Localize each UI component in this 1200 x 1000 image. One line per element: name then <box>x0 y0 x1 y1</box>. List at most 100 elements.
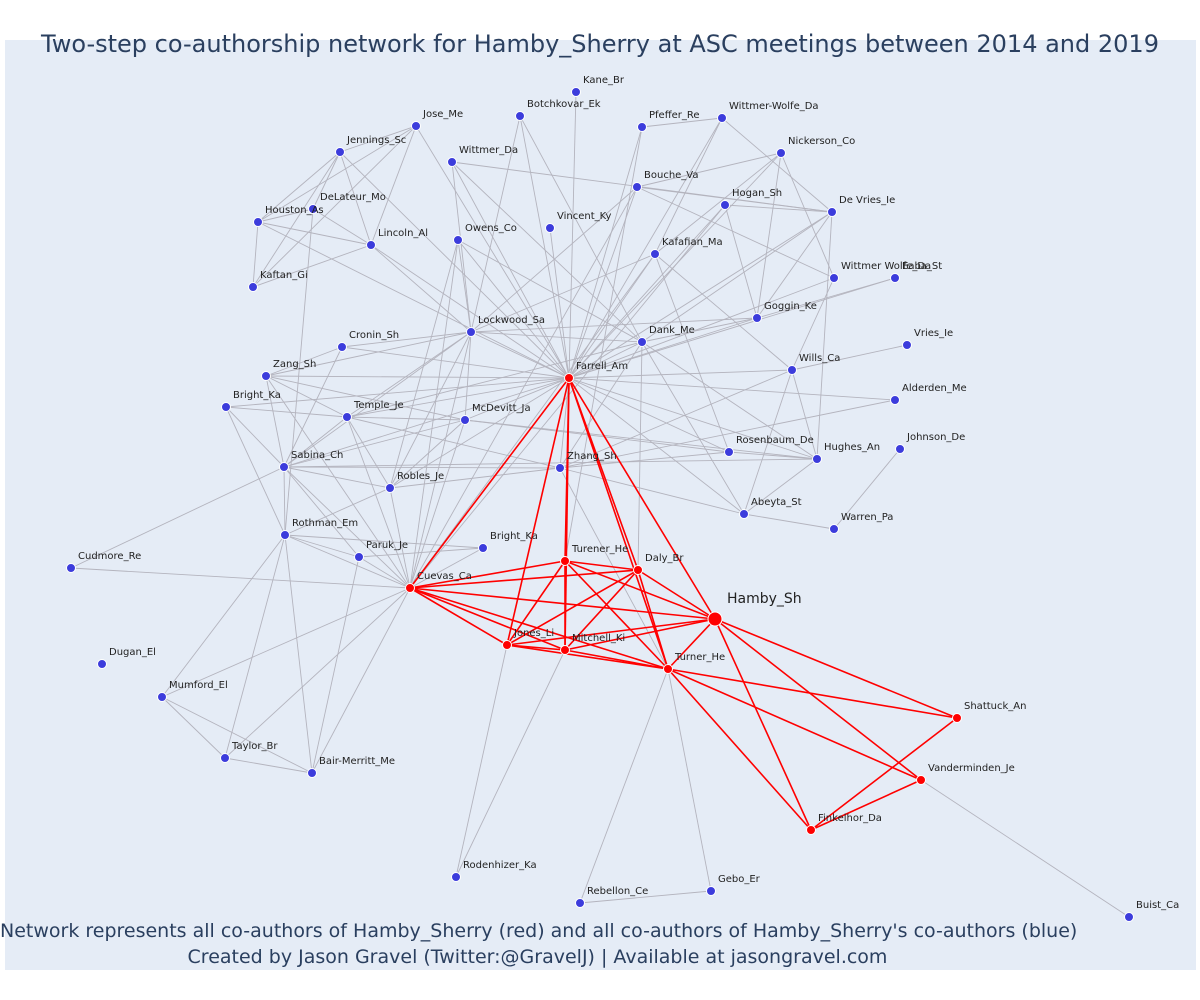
node-pfeffer-re[interactable] <box>637 122 647 132</box>
node-rodenhizer-ka[interactable] <box>451 872 461 882</box>
node-houston-as[interactable] <box>253 217 263 227</box>
node-de-vries-ie[interactable] <box>827 207 837 217</box>
gray-edge-lockwood-sa-cronin-sh <box>341 331 472 348</box>
gray-edge-bright-ka-top-rothman-em <box>225 406 286 536</box>
node-label-jones-li: Jones_Li <box>513 628 554 639</box>
node-farrell-am[interactable] <box>564 373 574 383</box>
node-johnson-de[interactable] <box>895 444 905 454</box>
node-sabina-ch[interactable] <box>279 462 289 472</box>
node-label-owens-co: Owens_Co <box>465 223 517 234</box>
node-delateur-mo[interactable] <box>308 204 318 214</box>
gray-edge-kafafian-ma-lockwood-sa <box>470 253 656 333</box>
node-vries-ie[interactable] <box>902 340 912 350</box>
node-jose-me[interactable] <box>411 121 421 131</box>
node-owens-co[interactable] <box>453 235 463 245</box>
node-daly-br[interactable] <box>633 565 643 575</box>
red-edge-turner-he-shattuck-an <box>667 668 958 719</box>
node-wittmer-da[interactable] <box>447 157 457 167</box>
node-buist-ca[interactable] <box>1124 912 1134 922</box>
gray-edge-farrell-am-goggin-ke <box>568 317 758 379</box>
node-wittmer-wolfe-da[interactable] <box>717 113 727 123</box>
gray-edge-farrell-am-rosenbaum-de <box>568 377 730 453</box>
node-turener-he[interactable] <box>560 556 570 566</box>
node-warren-pa[interactable] <box>829 524 839 534</box>
red-edge-farrell-am-jones-li <box>506 377 570 646</box>
gray-edge-cronin-sh-sabina-ch <box>283 346 343 468</box>
node-bright-ka-top[interactable] <box>221 402 231 412</box>
node-wittmer-wolfe-da[interactable] <box>829 273 839 283</box>
gray-edge-farrell-am-lincoln-al <box>370 244 570 379</box>
node-lockwood-sa[interactable] <box>466 327 476 337</box>
node-mcdevitt-ja[interactable] <box>460 415 470 425</box>
caption-line-1: Network represents all co-authors of Ham… <box>0 920 1078 942</box>
gray-edge-vanderminden-je-buist-ca <box>920 779 1130 918</box>
node-label-cuevas-ca: Cuevas_Ca <box>417 571 472 582</box>
node-label-bright-ka-mid: Bright_Ka <box>490 531 538 542</box>
gray-edge-kafafian-ma-cuevas-ca <box>409 253 656 589</box>
gray-edge-hughes-an-abeyta-st <box>743 458 818 515</box>
node-kafafian-ma[interactable] <box>650 249 660 259</box>
gray-edge-dank-me-lockwood-sa <box>470 331 643 343</box>
node-cuevas-ca[interactable] <box>405 583 415 593</box>
node-shattuck-an[interactable] <box>952 713 962 723</box>
node-botchkovar-ek[interactable] <box>515 111 525 121</box>
node-mitchell-ki[interactable] <box>560 645 570 655</box>
gray-edge-farrell-am-wittmer-wolfe-da <box>568 277 835 379</box>
node-turner-he[interactable] <box>663 664 673 674</box>
gray-edge-farrell-am-dank-me <box>568 341 643 379</box>
node-kane-br[interactable] <box>571 87 581 97</box>
node-abeyta-st[interactable] <box>739 509 749 519</box>
node-mumford-el[interactable] <box>157 692 167 702</box>
node-goggin-ke[interactable] <box>752 313 762 323</box>
node-wills-ca[interactable] <box>787 365 797 375</box>
gray-edge-dank-me-abeyta-st <box>641 341 745 515</box>
node-bright-ka-mid[interactable] <box>478 543 488 553</box>
node-hamby-sh[interactable] <box>707 611 723 627</box>
node-hogan-sh[interactable] <box>720 200 730 210</box>
node-robles-je[interactable] <box>385 483 395 493</box>
gray-edge-wills-ca-abeyta-st <box>743 369 793 515</box>
node-zhang-sh[interactable] <box>555 463 565 473</box>
node-taylor-br[interactable] <box>220 753 230 763</box>
gray-edge-rothman-em-cuevas-ca <box>284 534 411 589</box>
node-rebellon-ce[interactable] <box>575 898 585 908</box>
node-lincoln-al[interactable] <box>366 240 376 250</box>
node-jones-li[interactable] <box>502 640 512 650</box>
node-bouche-va[interactable] <box>632 182 642 192</box>
gray-edge-sabina-ch-robles-je <box>283 466 391 489</box>
node-kaftan-gi[interactable] <box>248 282 258 292</box>
gray-edge-rothman-em-bair-merritt-me <box>284 534 313 774</box>
node-label-jennings-sc: Jennings_Sc <box>346 135 406 146</box>
node-vincent-ky[interactable] <box>545 223 555 233</box>
node-jennings-sc[interactable] <box>335 147 345 157</box>
red-edge-farrell-am-cuevas-ca <box>409 377 570 589</box>
node-dank-me[interactable] <box>637 337 647 347</box>
red-edge-hamby-sh-shattuck-an <box>714 618 958 719</box>
node-rosenbaum-de[interactable] <box>724 447 734 457</box>
node-label-cronin-sh: Cronin_Sh <box>349 330 399 341</box>
node-zang-sh[interactable] <box>261 371 271 381</box>
node-alderden-me[interactable] <box>890 395 900 405</box>
node-cudmore-re[interactable] <box>66 563 76 573</box>
node-cronin-sh[interactable] <box>337 342 347 352</box>
node-gebo-er[interactable] <box>706 886 716 896</box>
gray-edge-mumford-el-bair-merritt-me <box>161 696 313 774</box>
node-eaba-st[interactable] <box>890 273 900 283</box>
red-edge-daly-br-jones-li <box>506 569 639 646</box>
gray-edge-nickerson-co-goggin-ke <box>756 152 782 319</box>
node-hughes-an[interactable] <box>812 454 822 464</box>
node-temple-je[interactable] <box>342 412 352 422</box>
node-rothman-em[interactable] <box>280 530 290 540</box>
gray-edge-taylor-br-bair-merritt-me <box>224 757 313 774</box>
node-vanderminden-je[interactable] <box>916 775 926 785</box>
gray-edge-lincoln-al-lockwood-sa <box>370 244 472 333</box>
gray-edge-botchkovar-ek-dank-me <box>519 115 643 343</box>
node-nickerson-co[interactable] <box>776 148 786 158</box>
node-dugan-el[interactable] <box>97 659 107 669</box>
node-bair-merritt-me[interactable] <box>307 768 317 778</box>
label-layer: Hamby_Sh Farrell_Am Cuevas_Ca Turener_He Dal… <box>78 75 1179 911</box>
node-finkelhor-da[interactable] <box>806 825 816 835</box>
red-edge-mitchell-ki-turner-he <box>564 649 669 670</box>
gray-edge-hughes-an-sabina-ch <box>283 458 818 468</box>
node-paruk-je[interactable] <box>354 552 364 562</box>
